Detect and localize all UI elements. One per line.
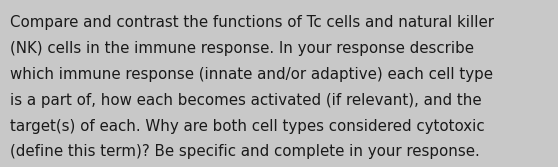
- Text: target(s) of each. Why are both cell types considered cytotoxic: target(s) of each. Why are both cell typ…: [10, 119, 485, 134]
- Text: which immune response (innate and/or adaptive) each cell type: which immune response (innate and/or ada…: [10, 67, 493, 82]
- Text: (define this term)? Be specific and complete in your response.: (define this term)? Be specific and comp…: [10, 144, 480, 159]
- Text: (NK) cells in the immune response. In your response describe: (NK) cells in the immune response. In yo…: [10, 41, 474, 56]
- Text: is a part of, how each becomes activated (if relevant), and the: is a part of, how each becomes activated…: [10, 93, 482, 108]
- Text: Compare and contrast the functions of Tc cells and natural killer: Compare and contrast the functions of Tc…: [10, 15, 494, 30]
